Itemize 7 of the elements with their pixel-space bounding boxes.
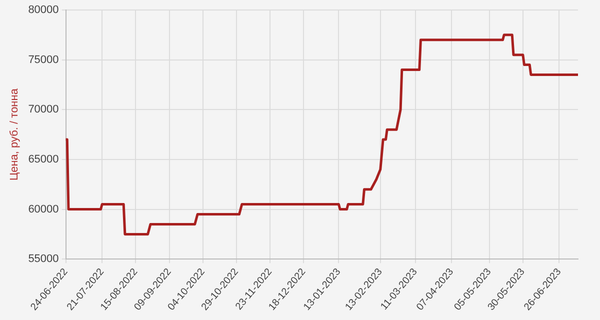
y-tick-label: 60000 bbox=[28, 203, 59, 216]
y-tick-label: 65000 bbox=[28, 153, 59, 166]
y-tick-label: 55000 bbox=[28, 253, 59, 266]
y-tick-label: 80000 bbox=[28, 4, 59, 16]
y-tick-label: 70000 bbox=[28, 104, 59, 116]
y-tick-label: 75000 bbox=[28, 54, 59, 66]
y-axis-title: Цена, руб. / тонна bbox=[8, 88, 21, 181]
